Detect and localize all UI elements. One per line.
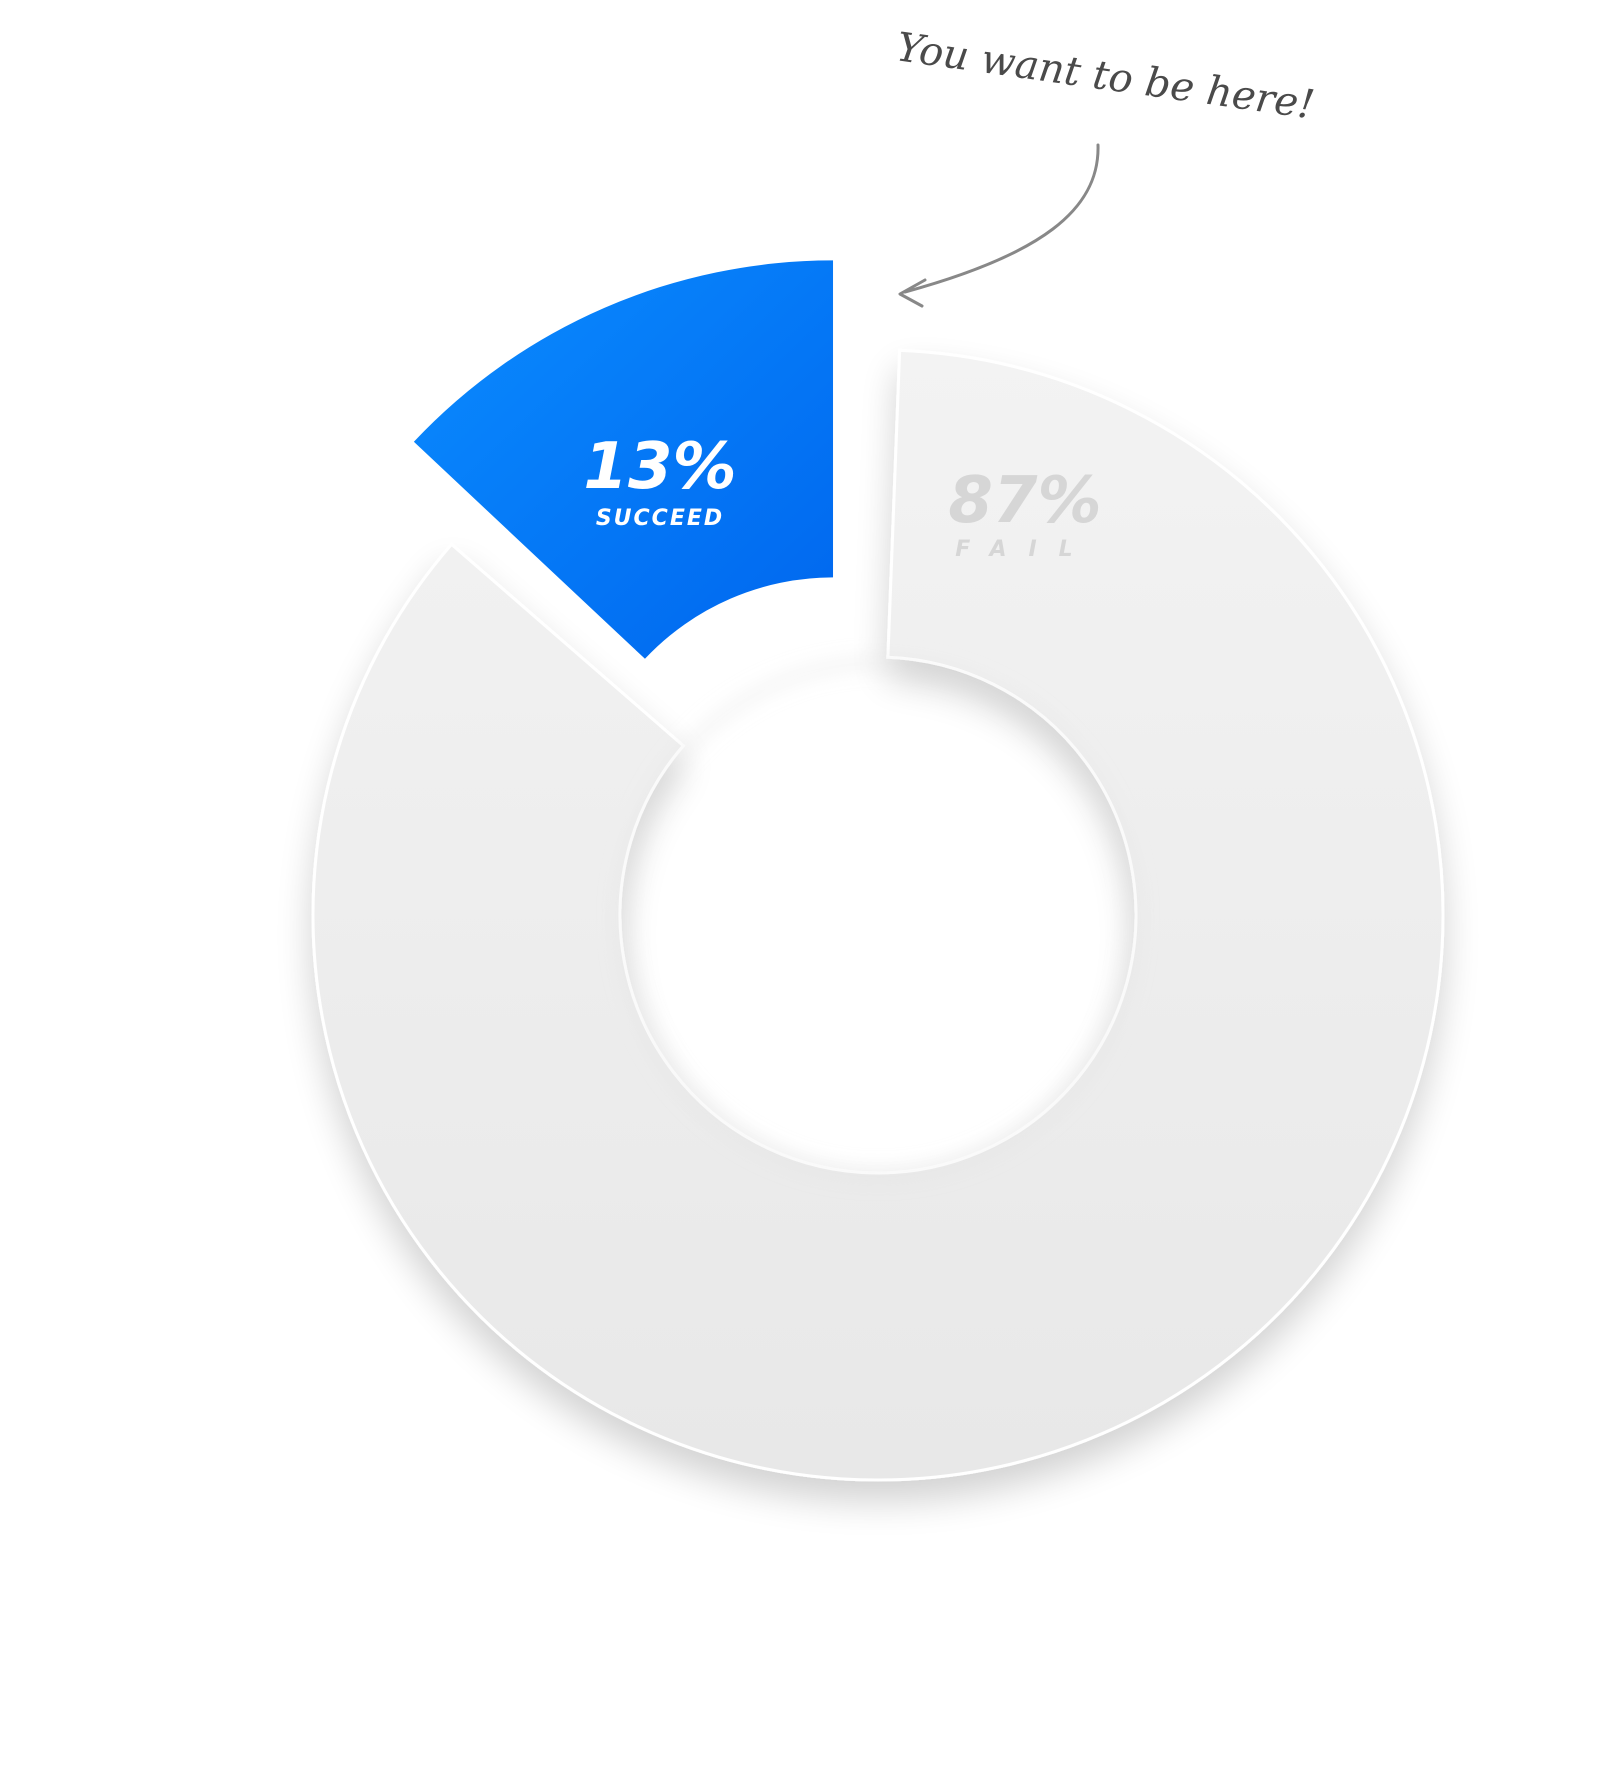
succeed-percent-label: 13%	[583, 430, 736, 504]
succeed-category-label: SUCCEED	[596, 506, 724, 531]
fail-slice	[311, 348, 1445, 1482]
annotation-text: You want to be here!	[894, 24, 1318, 128]
fail-category-label: FAIL	[955, 537, 1094, 562]
succeed-slice	[413, 260, 834, 659]
fail-percent-label: 87%	[948, 464, 1101, 538]
annotation-arrowhead	[898, 278, 927, 308]
annotation-arrow	[903, 143, 1100, 294]
donut-hole-shade	[620, 661, 1136, 1177]
